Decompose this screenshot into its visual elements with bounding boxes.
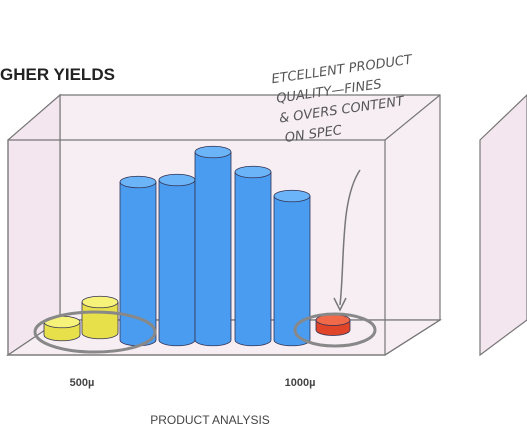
cylinder-part xyxy=(235,172,271,346)
cylinder-part xyxy=(195,146,231,158)
axis-title: PRODUCT ANALYSIS xyxy=(150,413,270,427)
box-left xyxy=(8,95,60,355)
cylinder-part xyxy=(235,166,271,178)
axis-label: 1000µ xyxy=(285,377,316,389)
page: GHER YIELDS ETCELLENT PRODUCT QUALITY—FI… xyxy=(0,0,527,431)
cylinder-part xyxy=(159,174,195,186)
cylinder-part xyxy=(120,182,156,346)
cylinder-part xyxy=(195,152,231,346)
illustration: GHER YIELDS ETCELLENT PRODUCT QUALITY—FI… xyxy=(0,0,527,431)
axis-label: 500µ xyxy=(70,377,95,389)
cylinder-part xyxy=(274,190,310,202)
cylinder-part xyxy=(274,196,310,346)
cylinder-part xyxy=(82,296,118,308)
title: GHER YIELDS xyxy=(0,65,115,84)
cylinder-part xyxy=(159,180,195,346)
cylinder-part xyxy=(120,176,156,188)
box2-side xyxy=(480,95,527,355)
